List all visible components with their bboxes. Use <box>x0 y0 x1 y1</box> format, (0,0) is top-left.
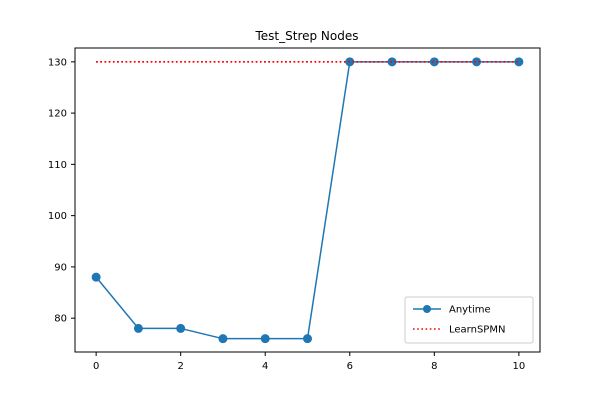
y-tick-label: 120 <box>48 109 67 120</box>
y-tick-label: 130 <box>48 57 67 68</box>
data-point-anytime <box>219 335 227 343</box>
chart-title: Test_Strep Nodes <box>254 29 358 43</box>
y-tick-label: 90 <box>54 262 67 273</box>
y-tick-label: 110 <box>48 160 67 171</box>
x-tick-label: 6 <box>347 361 353 372</box>
data-point-anytime <box>261 335 269 343</box>
legend-label-learnspmn: LearnSPMN <box>449 325 505 336</box>
x-tick-label: 0 <box>93 361 99 372</box>
x-tick-label: 8 <box>431 361 437 372</box>
y-tick-label: 80 <box>54 314 67 325</box>
data-point-anytime <box>177 324 185 332</box>
data-point-anytime <box>304 335 312 343</box>
x-tick-label: 2 <box>177 361 183 372</box>
legend-label-anytime: Anytime <box>449 305 491 316</box>
data-point-anytime <box>515 58 523 66</box>
x-tick-label: 4 <box>262 361 268 372</box>
legend-marker-anytime <box>423 305 431 313</box>
y-tick-label: 100 <box>48 211 67 222</box>
x-tick-label: 10 <box>512 361 525 372</box>
data-point-anytime <box>134 324 142 332</box>
legend: Anytime LearnSPMN <box>405 297 533 343</box>
data-point-anytime <box>92 273 100 281</box>
